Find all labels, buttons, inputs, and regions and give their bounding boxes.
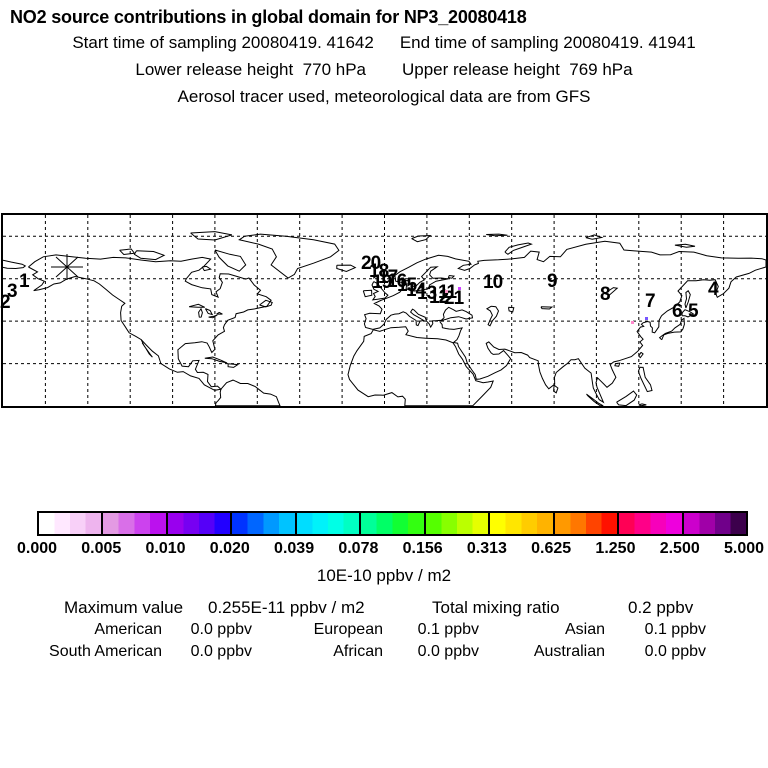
source-marker-15: 15 — [397, 275, 417, 296]
coastlines — [3, 231, 766, 406]
colorbar-segment-1 — [39, 513, 102, 534]
release-location-star-icon — [51, 254, 83, 280]
colorbar-segment-5 — [294, 513, 360, 534]
region-name: South American — [49, 643, 162, 660]
region-value: 0.0 ppbv — [190, 621, 252, 638]
colorbar-segment-10 — [617, 513, 682, 534]
start-time-text: Start time of sampling 20080419. 41642 — [72, 33, 374, 52]
grid-lines — [3, 215, 766, 406]
map-svg — [3, 215, 766, 406]
region-name: Asian — [564, 621, 605, 638]
colorbar-unit: 10E-10 ppbv / m2 — [316, 566, 452, 585]
colorbar-tick-label: 1.250 — [595, 540, 636, 557]
stats-max-label: Maximum value — [64, 598, 184, 617]
source-marker-6: 6 — [672, 301, 683, 322]
region-value: 0.0 ppbv — [190, 643, 252, 660]
upper-release-text: Upper release height 769 hPa — [402, 60, 633, 79]
colorbar-tick-label: 0.078 — [338, 540, 379, 557]
concentration-dot — [631, 321, 634, 324]
colorbar-tick-label: 0.156 — [402, 540, 443, 557]
region-name: African — [333, 643, 383, 660]
colorbar-tick-label: 0.000 — [16, 540, 58, 557]
source-marker-9: 9 — [547, 271, 558, 292]
plot-title: NO2 source contributions in global domai… — [10, 7, 527, 27]
region-value: 0.0 ppbv — [417, 643, 479, 660]
region-name: European — [313, 621, 383, 638]
colorbar-segment-11 — [681, 513, 746, 534]
colorbar-tick-label: 0.020 — [209, 540, 250, 557]
concentration-dot — [445, 290, 448, 293]
source-marker-3: 3 — [7, 281, 18, 302]
source-marker-10: 10 — [483, 272, 503, 293]
tracer-note-text: Aerosol tracer used, meteorological data… — [177, 87, 591, 106]
colorbar-tick-label: 0.313 — [466, 540, 507, 557]
source-marker-12: 12 — [429, 287, 449, 308]
colorbar — [37, 511, 748, 536]
concentration-dot — [458, 287, 461, 290]
source-marker-4: 4 — [708, 279, 719, 300]
sampling-times-line: Start time of sampling 20080419. 41642 E… — [0, 33, 768, 53]
stats-max-value: 0.255E-11 ppbv / m2 — [208, 598, 365, 617]
stats-total-value: 0.2 ppbv — [628, 598, 694, 617]
source-marker-8: 8 — [600, 284, 611, 305]
colorbar-tick-label: 5.000 — [723, 540, 765, 557]
stats-total-label: Total mixing ratio — [432, 598, 560, 617]
map-overlay: 123456789101112131415161718192021 — [0, 215, 766, 406]
colorbar-tick-label: 2.500 — [659, 540, 700, 557]
source-marker-7: 7 — [645, 291, 656, 312]
region-value: 0.1 ppbv — [417, 621, 479, 638]
region-value: 0.1 ppbv — [644, 621, 706, 638]
source-marker-20: 20 — [361, 253, 381, 274]
source-marker-16: 16 — [387, 271, 407, 292]
source-marker-21: 21 — [444, 288, 464, 309]
colorbar-segment-6 — [359, 513, 424, 534]
lower-release-text: Lower release height 770 hPa — [135, 60, 366, 79]
release-heights-line: Lower release height 770 hPa Upper relea… — [0, 60, 768, 80]
colorbar-segment-7 — [423, 513, 489, 534]
colorbar-tick-label: 0.625 — [531, 540, 572, 557]
colorbar-tick-label: 0.010 — [145, 540, 186, 557]
source-marker-18: 18 — [369, 261, 389, 282]
colorbar-segment-2 — [101, 513, 166, 534]
source-marker-14: 14 — [406, 280, 426, 301]
source-marker-2: 2 — [0, 292, 11, 313]
colorbar-segment-8 — [488, 513, 553, 534]
source-marker-13: 13 — [417, 283, 437, 304]
region-value: 0.0 ppbv — [644, 643, 706, 660]
concentration-dot — [645, 317, 648, 320]
source-marker-1: 1 — [19, 271, 30, 292]
region-name: Australian — [533, 643, 605, 660]
source-marker-5: 5 — [688, 301, 699, 322]
colorbar-segment-9 — [552, 513, 618, 534]
colorbar-segment-3 — [165, 513, 231, 534]
colorbar-tick-label: 0.039 — [274, 540, 315, 557]
colorbar-segment-4 — [230, 513, 295, 534]
colorbar-tick-label: 0.005 — [81, 540, 122, 557]
source-marker-19: 19 — [372, 272, 392, 293]
world-map: 123456789101112131415161718192021 — [0, 213, 768, 408]
region-name: American — [94, 621, 162, 638]
tracer-note: Aerosol tracer used, meteorological data… — [0, 87, 768, 107]
end-time-text: End time of sampling 20080419. 41941 — [399, 33, 696, 52]
source-marker-17: 17 — [378, 267, 398, 288]
